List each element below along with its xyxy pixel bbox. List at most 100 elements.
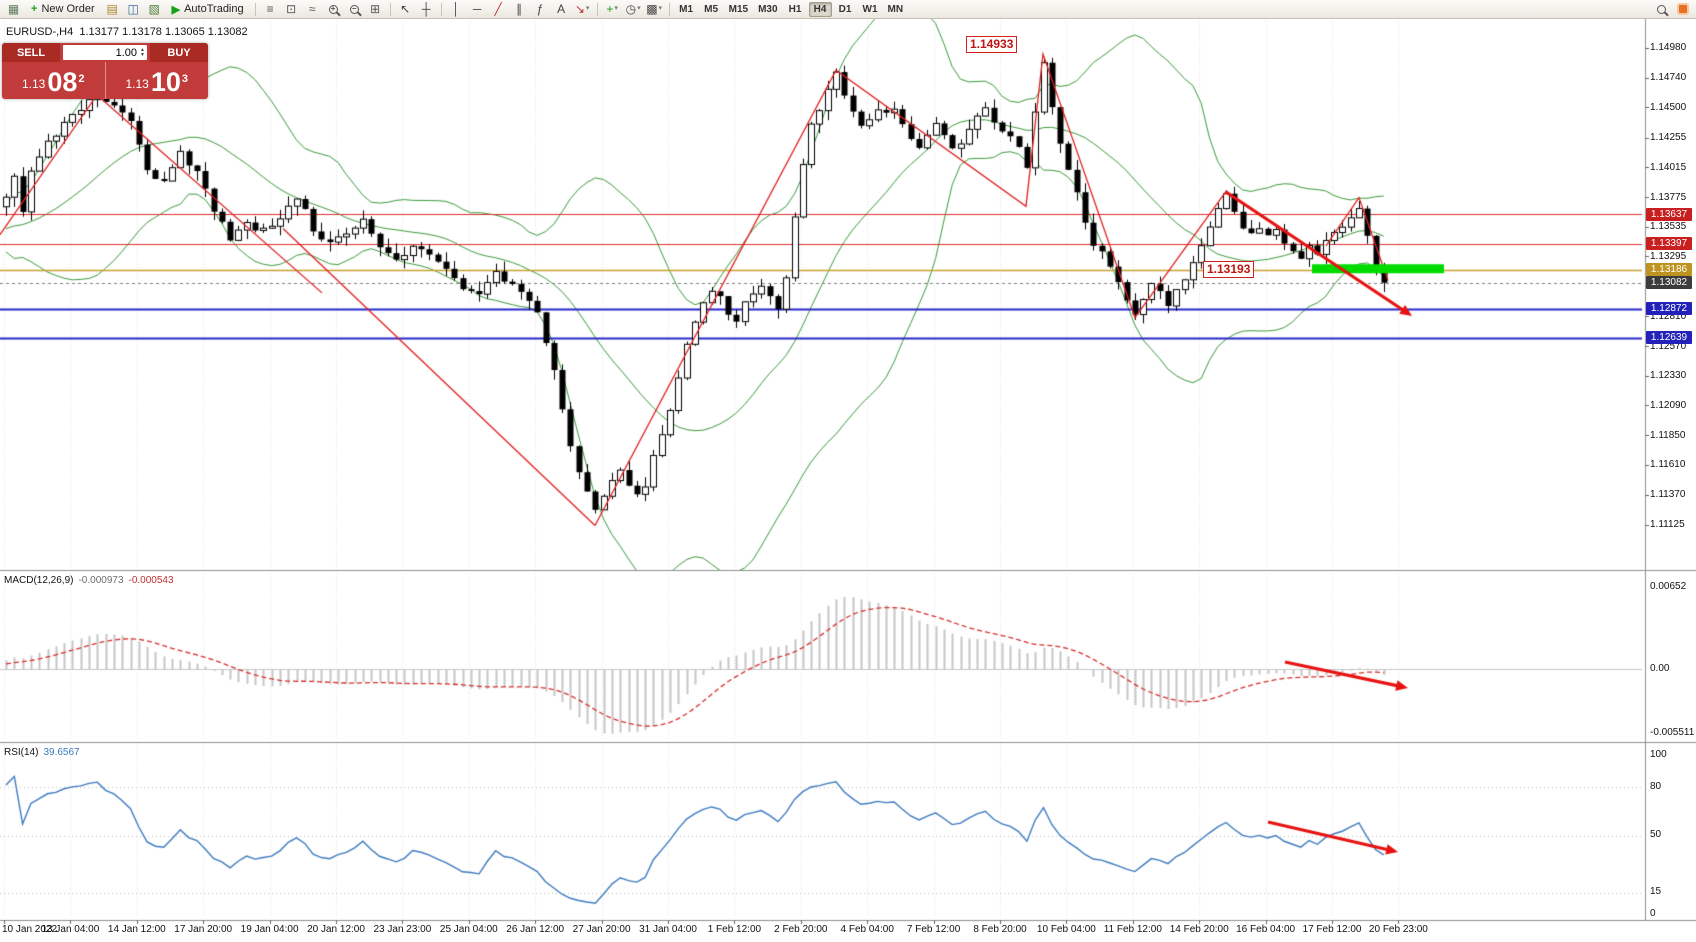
new-order-button-icon: + <box>31 3 38 15</box>
time-axis-label[interactable]: 11 Feb 12:00 <box>1103 924 1162 935</box>
price-level-badge[interactable]: 1.12872 <box>1646 302 1692 316</box>
vertical-line-icon[interactable]: │ <box>452 2 460 16</box>
macd-scale-tick: -0.005511 <box>1650 727 1695 738</box>
price-scale-tick: 1.14015 <box>1650 161 1687 173</box>
rsi-scale-tick: 80 <box>1650 781 1662 792</box>
volume-value: 1.00 <box>115 46 138 59</box>
time-axis-label[interactable]: 13 Jan 04:00 <box>41 924 100 935</box>
rsi-scale-tick: 15 <box>1650 886 1662 897</box>
buy-price[interactable]: 1.13 10 3 <box>104 62 209 99</box>
cursor-icon[interactable]: ↖ <box>400 2 411 16</box>
zoom-in-icon[interactable]: + <box>324 1 343 17</box>
time-axis-label[interactable]: 20 Jan 12:00 <box>307 924 365 935</box>
time-axis-label[interactable]: 8 Feb 20:00 <box>973 924 1027 935</box>
time-axis-label[interactable]: 1 Feb 12:00 <box>707 924 762 935</box>
horizontal-line-icon[interactable]: ─ <box>472 2 482 16</box>
macd-value-2: -0.000543 <box>128 575 174 586</box>
text-icon[interactable]: A <box>557 2 566 16</box>
autotrading-button-icon: ▶ <box>171 3 181 16</box>
price-scale-tick: 1.14740 <box>1650 72 1687 84</box>
price-scale-tick: 1.13775 <box>1650 191 1687 203</box>
candlestick-chart-icon[interactable]: ⊡ <box>286 2 297 16</box>
line-chart-icon[interactable]: ≈ <box>308 2 316 16</box>
rsi-scale-tick: 100 <box>1650 749 1667 760</box>
time-axis-label[interactable]: 10 Jan 2022 <box>2 924 58 935</box>
time-axis-label[interactable]: 7 Feb 12:00 <box>906 924 961 935</box>
autotrading-button-label: AutoTrading <box>184 3 244 15</box>
navigator-icon[interactable]: ▧ <box>148 2 160 16</box>
time-axis-label[interactable]: 10 Feb 04:00 <box>1036 924 1096 935</box>
timeframe-mn-button[interactable]: MN <box>887 3 904 15</box>
template-icon[interactable]: ▩ ▾ <box>646 2 663 16</box>
channel-icon[interactable]: ∥ <box>516 2 523 16</box>
autotrading-button[interactable]: ▶ AutoTrading <box>166 1 250 17</box>
sell-button[interactable]: SELL <box>2 43 60 62</box>
buy-price-prefix: 1.13 <box>125 77 149 91</box>
market-watch-icon[interactable]: ▤ <box>106 2 118 16</box>
timeframe-h1-button[interactable]: H1 <box>788 3 802 15</box>
zoom-out-icon[interactable]: − <box>345 1 364 17</box>
current-price-badge: 1.13082 <box>1646 276 1692 290</box>
periods-icon-caret[interactable]: ▾ <box>637 5 641 12</box>
timeframe-w1-button[interactable]: W1 <box>862 3 878 15</box>
trendline-icon[interactable]: ╱ <box>494 2 502 16</box>
time-axis-label[interactable]: 14 Feb 20:00 <box>1169 924 1229 935</box>
price-level-badge[interactable]: 1.13186 <box>1646 263 1692 277</box>
search-icon[interactable] <box>1652 1 1671 17</box>
time-axis-label[interactable]: 14 Jan 12:00 <box>107 924 166 935</box>
fibonacci-icon[interactable]: ƒ <box>536 2 544 16</box>
rsi-scale-tick: 0 <box>1650 908 1656 919</box>
timeframe-m5-button[interactable]: M5 <box>704 3 719 15</box>
price-level-badge[interactable]: 1.13637 <box>1646 207 1692 221</box>
price-scale-tick: 1.11610 <box>1650 459 1686 471</box>
arrows-icon[interactable]: ↘ ▾ <box>574 2 590 16</box>
price-scale-tick: 1.14255 <box>1650 132 1687 144</box>
time-axis-label[interactable]: 20 Feb 23:00 <box>1368 924 1428 935</box>
time-axis-label[interactable]: 17 Jan 20:00 <box>174 924 233 935</box>
volume-down-icon[interactable]: ▼ <box>140 51 145 58</box>
macd-scale-tick: 0.00652 <box>1650 581 1687 592</box>
time-axis-label[interactable]: 23 Jan 23:00 <box>373 924 432 935</box>
time-axis-label[interactable]: 4 Feb 04:00 <box>840 924 894 935</box>
periods-icon[interactable]: ◷ ▾ <box>625 2 641 16</box>
template-icon-caret[interactable]: ▾ <box>658 5 663 12</box>
price-annotation-level[interactable]: 1.13193 <box>1203 261 1255 278</box>
time-axis-label[interactable]: 25 Jan 04:00 <box>439 924 498 935</box>
buy-button[interactable]: BUY <box>150 43 208 62</box>
time-axis-label[interactable]: 26 Jan 12:00 <box>506 924 565 935</box>
new-chart-icon[interactable]: ▦ <box>7 2 20 16</box>
time-axis-label[interactable]: 2 Feb 20:00 <box>774 924 828 935</box>
time-axis-label[interactable]: 19 Jan 04:00 <box>240 924 299 935</box>
timeframe-m30-button[interactable]: M30 <box>758 3 778 15</box>
timeframe-h4-button[interactable]: H4 <box>808 1 832 17</box>
bar-chart-icon[interactable]: ≡ <box>266 2 274 16</box>
arrows-icon-caret[interactable]: ▾ <box>585 5 590 12</box>
timeframe-m1-button[interactable]: M1 <box>679 3 694 15</box>
volume-input[interactable]: 1.00 ▲ ▼ <box>63 45 147 60</box>
app-badge-icon[interactable] <box>1673 1 1692 17</box>
macd-name: MACD(12,26,9) <box>4 575 74 586</box>
new-order-button[interactable]: + New Order <box>25 1 101 17</box>
toolbar-separator <box>254 2 256 16</box>
volume-up-icon[interactable]: ▲ <box>140 47 145 53</box>
time-axis-label[interactable]: 17 Feb 12:00 <box>1302 924 1362 935</box>
price-scale-tick: 1.12330 <box>1650 370 1687 382</box>
volume-stepper[interactable]: ▲ ▼ <box>140 48 145 57</box>
indicators-icon-caret[interactable]: ▾ <box>614 5 618 12</box>
crosshair-icon[interactable]: ┼ <box>421 2 431 16</box>
time-axis-label[interactable]: 16 Feb 04:00 <box>1236 924 1296 935</box>
price-annotation-high[interactable]: 1.14933 <box>966 36 1018 53</box>
price-scale-tick: 1.14980 <box>1650 42 1687 54</box>
timeframe-d1-button[interactable]: D1 <box>838 3 852 15</box>
data-window-icon[interactable]: ◫ <box>127 2 139 16</box>
price-level-badge[interactable]: 1.12639 <box>1646 331 1692 345</box>
indicators-icon[interactable]: + ▾ <box>606 2 618 16</box>
time-axis-label[interactable]: 27 Jan 20:00 <box>572 924 631 935</box>
sell-price[interactable]: 1.13 08 2 <box>2 62 105 99</box>
timeframe-m15-button[interactable]: M15 <box>728 3 749 15</box>
price-level-badge[interactable]: 1.13397 <box>1646 237 1692 251</box>
time-axis-label[interactable]: 31 Jan 04:00 <box>639 924 697 935</box>
tile-windows-icon[interactable]: ⊞ <box>370 2 381 16</box>
